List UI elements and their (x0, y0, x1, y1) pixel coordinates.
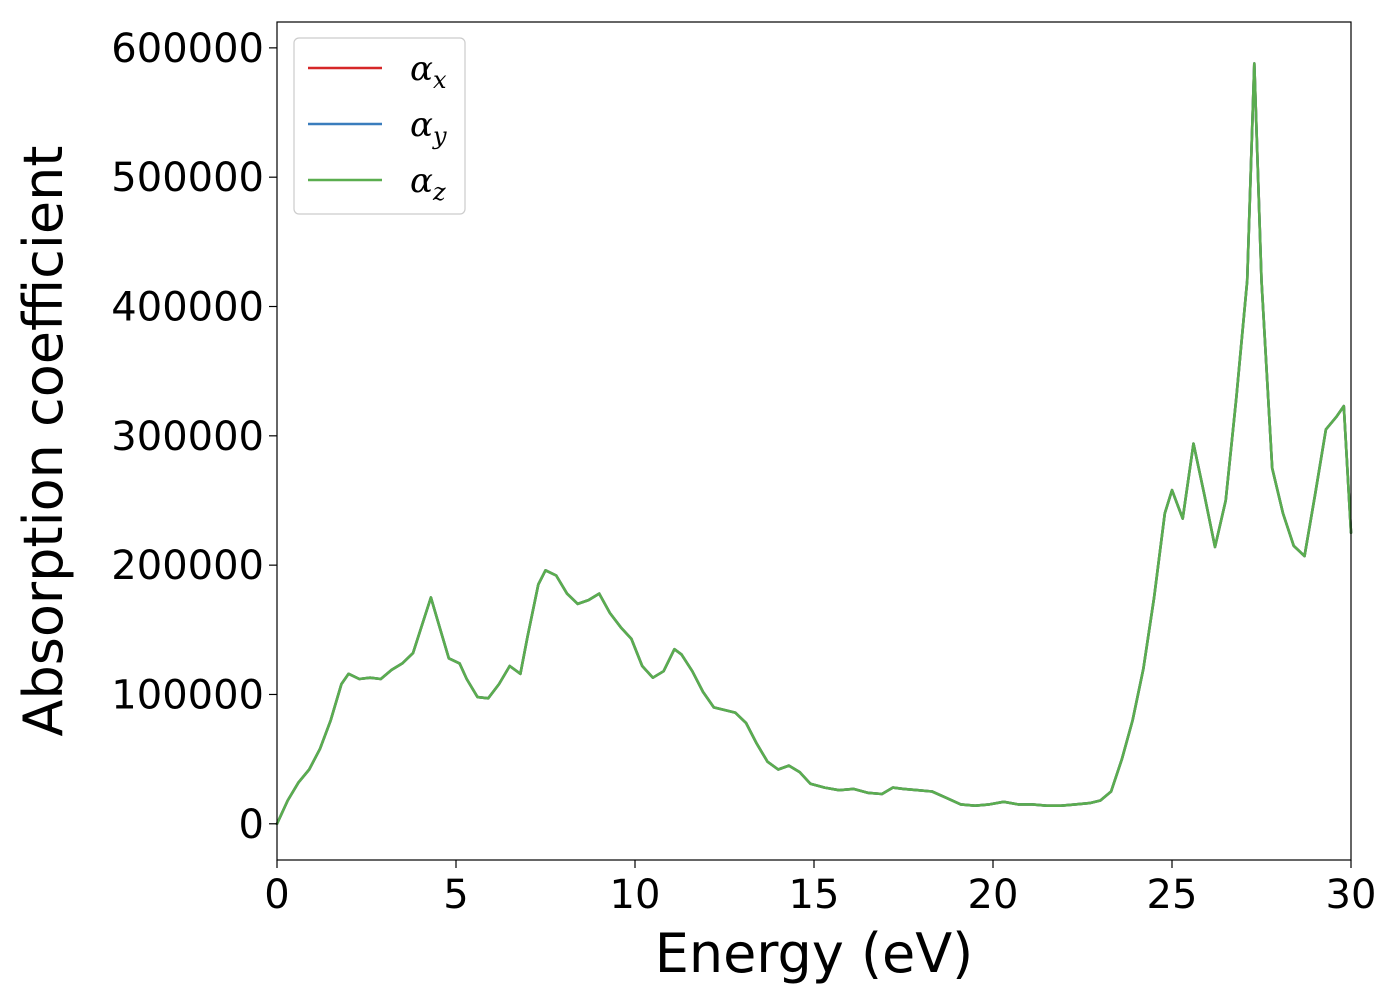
y-axis-title: Absorption coefficient (12, 146, 75, 737)
x-tick-label: 0 (264, 872, 289, 918)
legend-box (293, 37, 466, 215)
y-axis-ticks: 0 100000 200000 300000 400000 500000 600000 (111, 26, 277, 848)
x-tick-label: 5 (443, 872, 468, 918)
y-tick-label: 100000 (111, 672, 264, 718)
y-tick-label: 500000 (111, 155, 264, 201)
y-tick-label: 200000 (111, 543, 264, 589)
legend-label-2: αy (410, 105, 447, 150)
x-axis-title: Energy (eV) (655, 922, 974, 985)
legend-label-3: αz (410, 161, 446, 206)
y-tick-label: 600000 (111, 26, 264, 72)
y-tick-label: 0 (239, 802, 264, 848)
legend: αx αy αz (293, 37, 466, 215)
x-tick-label: 25 (1147, 872, 1198, 918)
series-layer (275, 62, 1353, 826)
x-tick-label: 15 (789, 872, 840, 918)
legend-label-1: αx (410, 49, 447, 94)
x-tick-label: 20 (968, 872, 1019, 918)
x-tick-label: 30 (1326, 872, 1377, 918)
y-tick-label: 400000 (111, 285, 264, 331)
series-line-3 (275, 62, 1353, 826)
x-tick-label: 10 (610, 872, 661, 918)
x-axis-ticks: 0 5 10 15 20 25 30 (264, 860, 1376, 918)
y-tick-label: 300000 (111, 414, 264, 460)
